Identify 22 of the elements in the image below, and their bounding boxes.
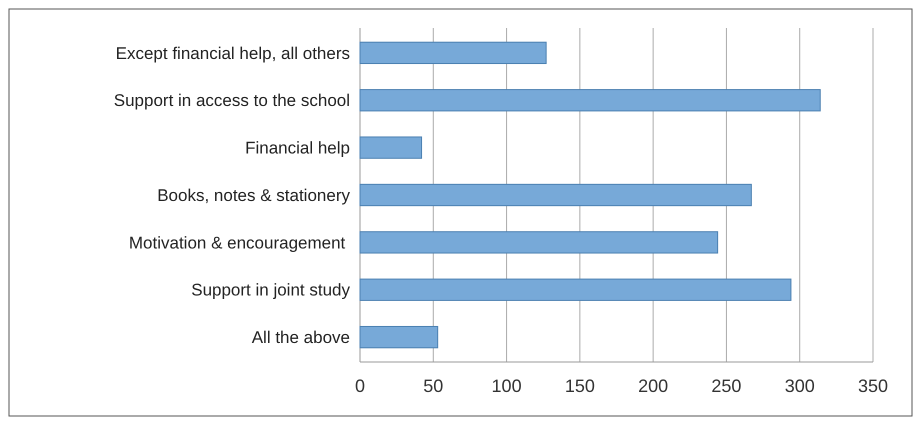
bar bbox=[360, 184, 752, 206]
x-tick-label: 100 bbox=[492, 376, 522, 396]
y-tick-label: All the above bbox=[252, 328, 350, 348]
y-tick-label: Except financial help, all others bbox=[116, 44, 350, 63]
x-tick-label: 250 bbox=[711, 376, 742, 396]
x-tick-label: 0 bbox=[354, 376, 366, 396]
y-tick-label: Financial help bbox=[245, 138, 350, 158]
bar bbox=[360, 42, 547, 64]
bar bbox=[360, 231, 718, 254]
x-tick-label: 200 bbox=[638, 376, 668, 396]
x-tick-label: 350 bbox=[858, 376, 888, 396]
x-tick-label: 300 bbox=[784, 376, 815, 396]
x-tick-label: 50 bbox=[423, 376, 444, 396]
x-tick-label: 150 bbox=[564, 376, 595, 396]
bar bbox=[360, 278, 792, 301]
bar bbox=[360, 326, 438, 348]
y-tick-label: Support in joint study bbox=[191, 280, 350, 300]
bar bbox=[360, 89, 821, 112]
bar bbox=[360, 136, 422, 159]
y-tick-label: Books, notes & stationery bbox=[157, 186, 350, 205]
y-tick-label: Support in access to the school bbox=[114, 91, 350, 110]
y-tick-label: Motivation & encouragement bbox=[128, 233, 350, 252]
